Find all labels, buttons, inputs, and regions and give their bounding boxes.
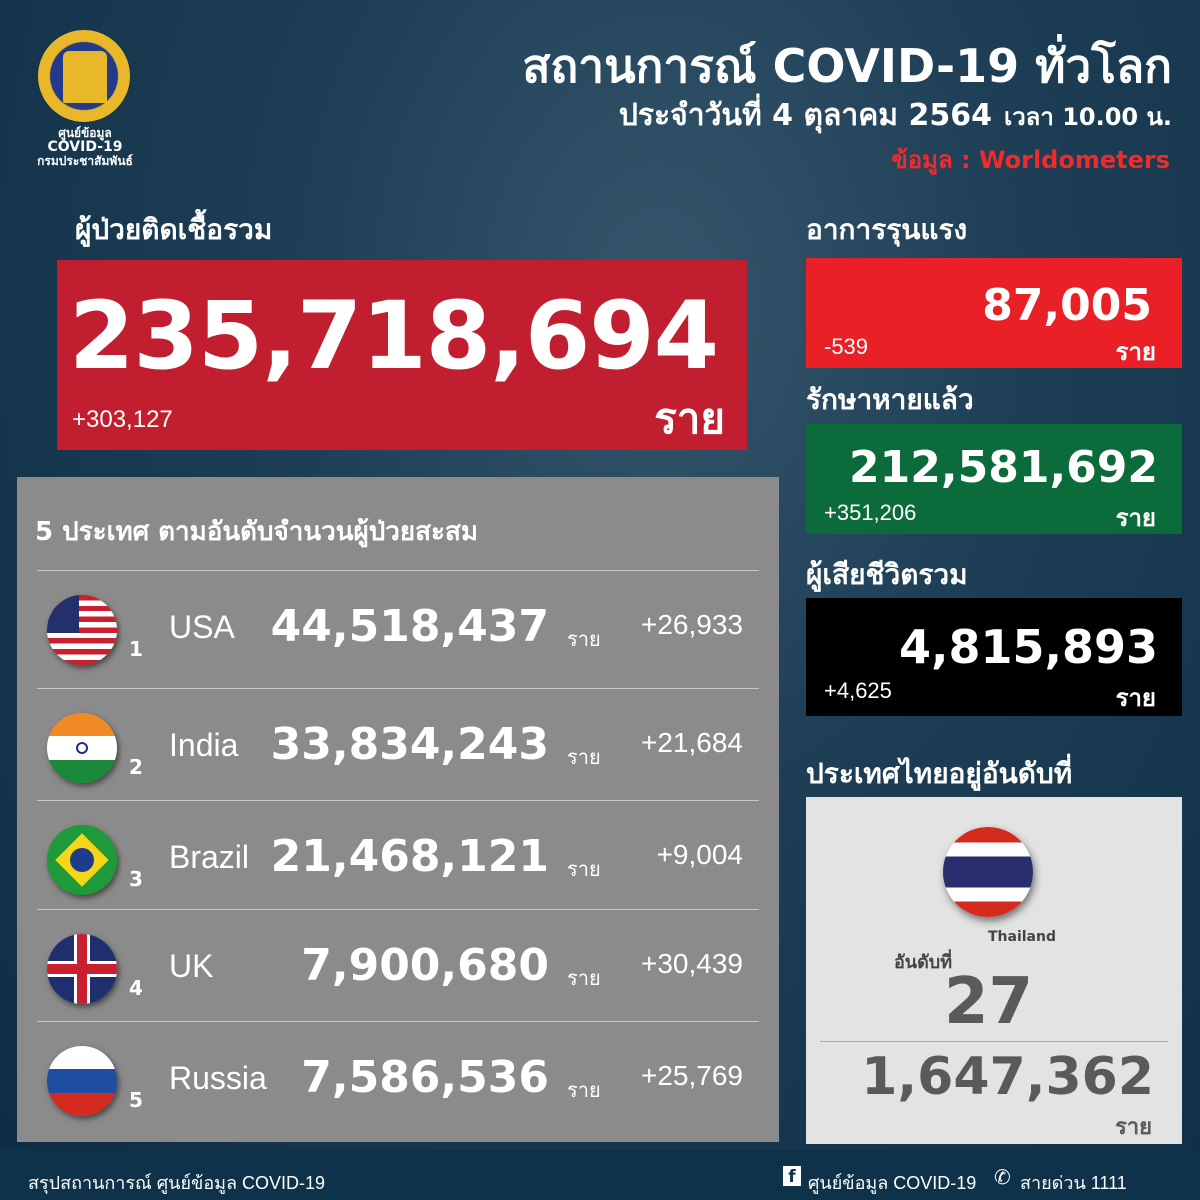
total-label: ผู้ป่วยติดเชื้อรวม [75, 213, 273, 246]
report-date: ประจำวันที่ 4 ตุลาคม 2564 เวลา 10.00 น. [619, 92, 1172, 139]
country-value: 33,834,243 [270, 719, 549, 770]
total-value: 235,718,694 [69, 282, 719, 391]
top5-panel: 5 ประเทศ ตามอันดับจำนวนผู้ป่วยสะสม 1 USA… [17, 477, 779, 1142]
severe-unit: ราย [1115, 338, 1156, 366]
recovered-label: รักษาหายแล้ว [806, 383, 974, 416]
total-unit: ราย [654, 394, 725, 443]
deaths-card: 4,815,893 +4,625 ราย [806, 598, 1182, 716]
country-value: 21,468,121 [270, 831, 549, 882]
total-delta: +303,127 [72, 406, 173, 433]
country-row-brazil: 3 Brazil 21,468,121 ราย +9,004 [37, 800, 759, 912]
country-value: 7,900,680 [301, 940, 549, 991]
russia-flag-icon [47, 1046, 117, 1116]
date-text: ประจำวันที่ 4 ตุลาคม 2564 [618, 98, 992, 133]
deaths-delta: +4,625 [824, 678, 892, 703]
logo-text-3: กรมประชาสัมพันธ์ [37, 154, 133, 168]
thailand-card: Thailand อันดับที่ 27 1,647,362 ราย [806, 797, 1182, 1144]
rank: 2 [129, 755, 143, 779]
country-row-uk: 4 UK 7,900,680 ราย +30,439 [37, 909, 759, 1021]
logo-text-1: ศูนย์ข้อมูล [58, 126, 112, 140]
recovered-unit: ราย [1115, 504, 1156, 532]
facebook-page-link[interactable]: ศูนย์ข้อมูล COVID-19 [808, 1173, 977, 1193]
country-unit: ราย [567, 857, 601, 881]
facebook-icon[interactable]: f [783, 1166, 801, 1187]
severe-card: 87,005 -539 ราย [806, 258, 1182, 368]
country-row-india: 2 India 33,834,243 ราย +21,684 [37, 688, 759, 800]
severe-value: 87,005 [982, 280, 1152, 331]
footer-summary: สรุปสถานการณ์ ศูนย์ข้อมูล COVID-19 [28, 1173, 326, 1193]
usa-flag-icon [47, 595, 117, 665]
thailand-unit: ราย [1114, 1115, 1152, 1140]
rank: 1 [129, 637, 143, 661]
uk-flag-icon [47, 934, 117, 1004]
rank: 5 [129, 1088, 143, 1112]
recovered-delta: +351,206 [824, 500, 917, 525]
thailand-label: ประเทศไทยอยู่อันดับที่ [806, 757, 1073, 790]
rank: 3 [129, 867, 143, 891]
recovered-card: 212,581,692 +351,206 ราย [806, 424, 1182, 534]
country-row-russia: 5 Russia 7,586,536 ราย +25,769 [37, 1021, 759, 1133]
country-unit: ราย [567, 745, 601, 769]
thailand-rank-label: อันดับที่ [894, 952, 953, 973]
page-title: สถานการณ์ COVID-19 ทั่วโลก [522, 39, 1172, 93]
country-delta: +9,004 [656, 839, 743, 870]
thailand-value: 1,647,362 [861, 1047, 1154, 1107]
country-delta: +26,933 [641, 609, 743, 640]
government-seal-logo [38, 30, 130, 122]
thailand-rank: 27 [944, 965, 1034, 1039]
data-source: ข้อมูล : Worldometers [891, 146, 1170, 174]
country-unit: ราย [567, 966, 601, 990]
country-name: UK [169, 948, 214, 984]
country-value: 44,518,437 [270, 601, 549, 652]
country-row-usa: 1 USA 44,518,437 ราย +26,933 [37, 570, 759, 682]
country-name: Russia [169, 1060, 267, 1096]
country-name: USA [169, 609, 235, 645]
severe-label: อาการรุนแรง [806, 213, 968, 246]
country-name: Brazil [169, 839, 250, 875]
thailand-country-name: Thailand [988, 929, 1056, 945]
country-unit: ราย [567, 627, 601, 651]
deaths-unit: ราย [1115, 684, 1156, 712]
country-value: 7,586,536 [301, 1052, 549, 1103]
total-cases-card: 235,718,694 +303,127 ราย [57, 260, 747, 450]
india-flag-icon [47, 713, 117, 783]
country-delta: +30,439 [641, 948, 743, 979]
severe-delta: -539 [824, 334, 869, 359]
country-name: India [169, 727, 239, 763]
rank: 4 [129, 976, 143, 1000]
phone-icon: ✆ [994, 1165, 1011, 1189]
time-text: เวลา 10.00 น. [1003, 103, 1172, 131]
deaths-value: 4,815,893 [899, 620, 1158, 674]
country-delta: +25,769 [641, 1060, 743, 1091]
divider [820, 1041, 1168, 1042]
brazil-flag-icon [47, 825, 117, 895]
logo-text-2: COVID-19 [47, 139, 123, 155]
thailand-flag-icon [943, 827, 1033, 917]
recovered-value: 212,581,692 [849, 442, 1158, 493]
country-delta: +21,684 [641, 727, 743, 758]
deaths-label: ผู้เสียชีวิตรวม [806, 558, 968, 591]
footer: สรุปสถานการณ์ ศูนย์ข้อมูล COVID-19 f ศูน… [0, 1150, 1200, 1200]
hotline: สายด่วน 1111 [1020, 1173, 1127, 1193]
country-unit: ราย [567, 1078, 601, 1102]
top5-title: 5 ประเทศ ตามอันดับจำนวนผู้ป่วยสะสม [35, 517, 478, 547]
